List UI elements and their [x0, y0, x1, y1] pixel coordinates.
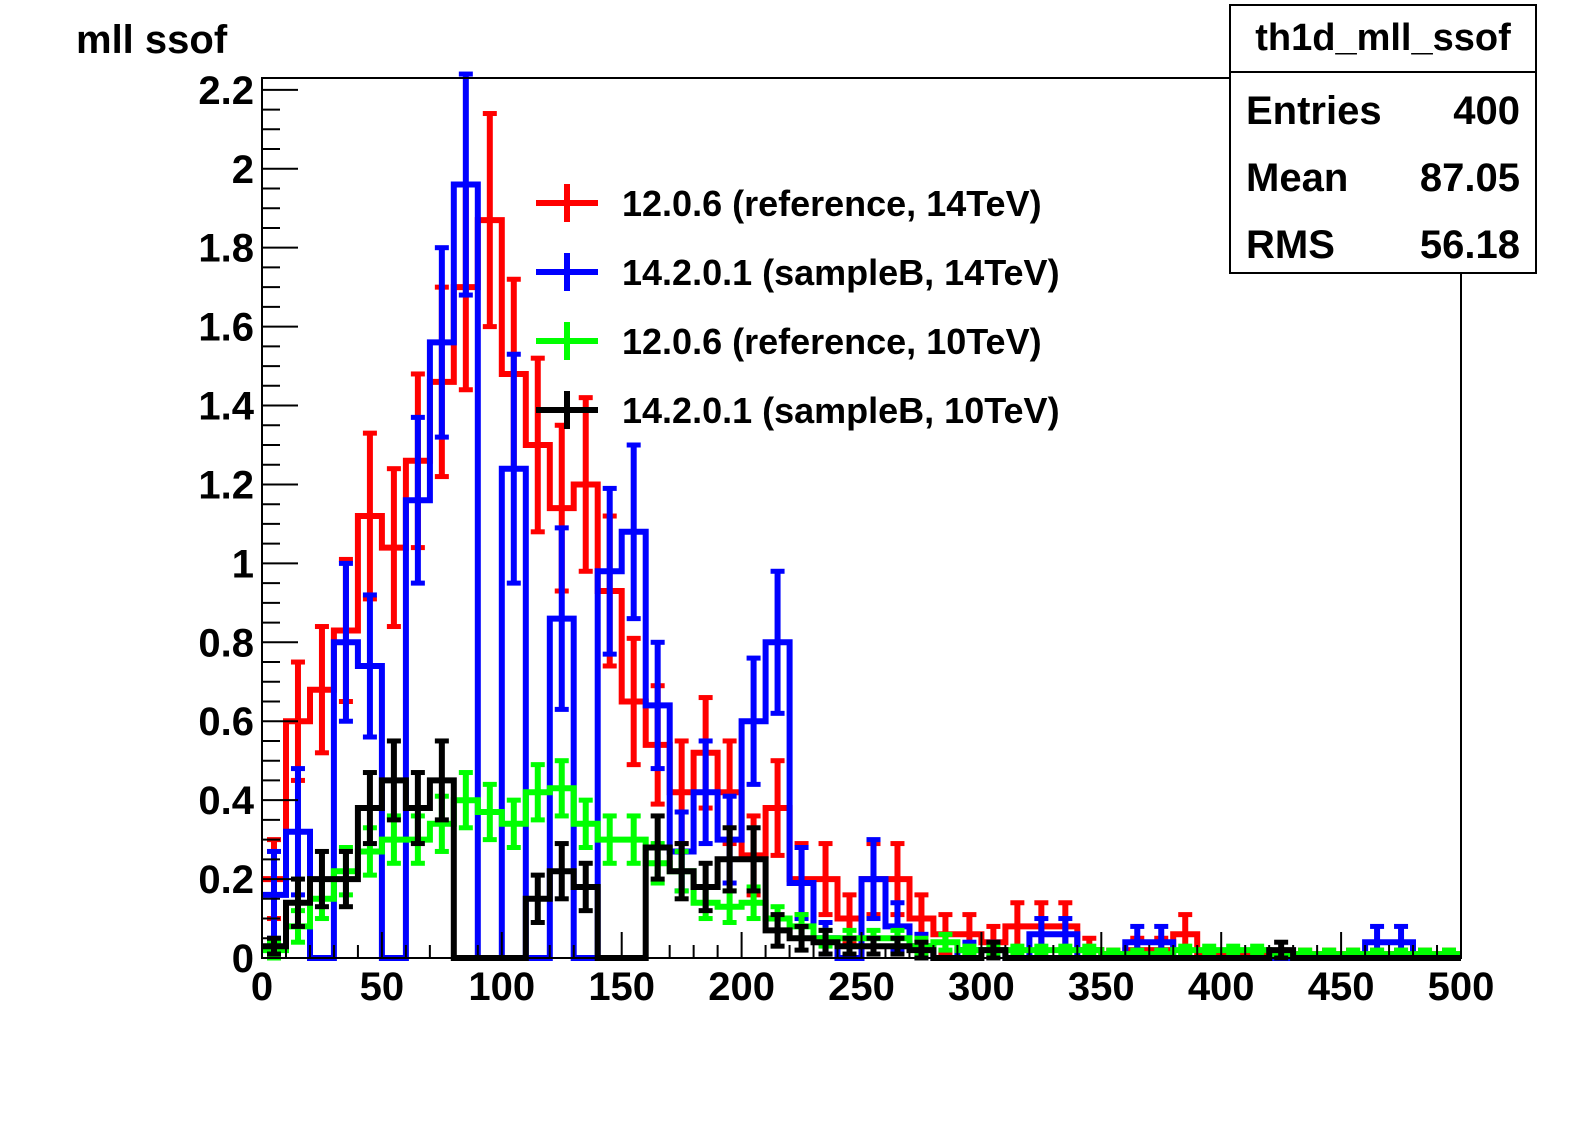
x-tick-label: 250 — [828, 965, 895, 1009]
stats-entries-label: Entries — [1246, 89, 1382, 133]
stats-entries-value: 400 — [1453, 89, 1520, 133]
x-tick-label: 100 — [468, 965, 535, 1009]
stats-rms-value: 56.18 — [1420, 223, 1520, 267]
legend-label: 14.2.0.1 (sampleB, 10TeV) — [622, 390, 1060, 431]
chart-title: mll ssof — [76, 18, 228, 62]
x-tick-label: 400 — [1188, 965, 1255, 1009]
series-4 — [262, 738, 1461, 961]
x-tick-label: 50 — [360, 965, 405, 1009]
y-tick-label: 2.2 — [198, 69, 254, 113]
x-tick-label: 0 — [251, 965, 273, 1009]
plot-area — [262, 71, 1461, 961]
y-tick-label: 0.2 — [198, 858, 254, 902]
stats-histogram-name: th1d_mll_ssof — [1255, 17, 1511, 59]
y-tick-label: 0.8 — [198, 621, 254, 665]
y-tick-label: 1.4 — [198, 385, 254, 429]
legend-entry-1: 12.0.6 (reference, 14TeV) — [536, 183, 1042, 224]
stats-box-frame — [1229, 4, 1537, 274]
x-tick-label: 200 — [708, 965, 775, 1009]
legend-entry-4: 14.2.0.1 (sampleB, 10TeV) — [536, 390, 1060, 431]
legend: 12.0.6 (reference, 14TeV) 14.2.0.1 (sampl… — [536, 183, 1060, 431]
legend-label: 14.2.0.1 (sampleB, 14TeV) — [622, 252, 1060, 293]
y-tick-label: 2 — [232, 148, 254, 192]
x-tick-label: 500 — [1428, 965, 1495, 1009]
legend-label: 12.0.6 (reference, 10TeV) — [622, 321, 1042, 362]
legend-label: 12.0.6 (reference, 14TeV) — [622, 183, 1042, 224]
x-axis: 0 50 100 150 200 250 300 350 400 450 500 — [251, 932, 1495, 1009]
stats-mean-value: 87.05 — [1420, 156, 1520, 200]
stats-rms-label: RMS — [1246, 223, 1335, 267]
y-axis: 0 0.2 0.4 0.6 0.8 1 1.2 1.4 1.6 1.8 2 2.2 — [198, 69, 298, 981]
y-tick-label: 1.8 — [198, 227, 254, 271]
x-tick-label: 450 — [1308, 965, 1375, 1009]
y-tick-label: 0.4 — [198, 779, 254, 823]
stats-box: th1d_mll_ssof Entries 400 Mean 87.05 RMS… — [1229, 4, 1537, 274]
legend-entry-2: 14.2.0.1 (sampleB, 14TeV) — [536, 252, 1060, 293]
y-tick-label: 1 — [232, 542, 254, 586]
x-tick-label: 150 — [588, 965, 655, 1009]
x-tick-label: 350 — [1068, 965, 1135, 1009]
y-tick-label: 0.6 — [198, 700, 254, 744]
y-tick-label: 1.6 — [198, 306, 254, 350]
stats-mean-label: Mean — [1246, 156, 1348, 200]
y-tick-label: 1.2 — [198, 463, 254, 507]
y-tick-label: 0 — [232, 937, 254, 981]
x-tick-label: 300 — [948, 965, 1015, 1009]
legend-entry-3: 12.0.6 (reference, 10TeV) — [536, 321, 1042, 362]
